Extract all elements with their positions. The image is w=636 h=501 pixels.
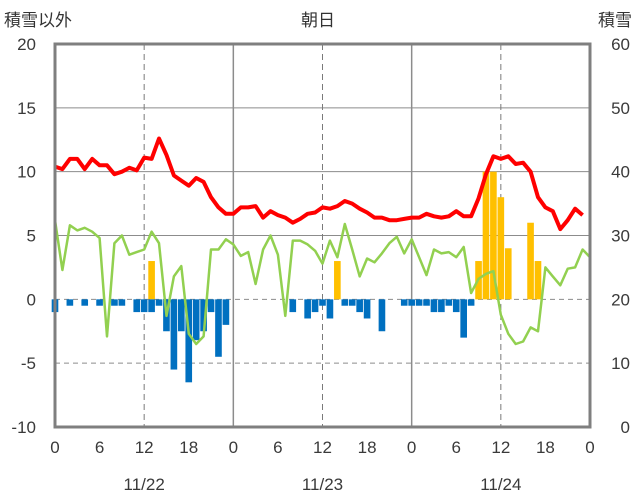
negative-value-bar	[118, 299, 126, 306]
right-axis-title: 積雪	[598, 11, 632, 31]
negative-value-bar	[467, 299, 475, 306]
red-series-line	[54, 136, 584, 232]
left-axis-tick-label: 0	[27, 290, 36, 309]
negative-value-bar	[363, 299, 371, 319]
negative-value-bar	[304, 299, 311, 319]
snow-depth-bar	[334, 261, 341, 300]
x-axis-tick-label: 18	[358, 438, 377, 457]
negative-value-bar	[192, 299, 200, 341]
left-axis-tick-label: 10	[17, 163, 36, 182]
right-axis-tick-label: 60	[611, 35, 630, 54]
left-axis-ticks: 20 15 10 5 0 -5 -10	[11, 35, 36, 437]
negative-value-bar	[140, 299, 148, 313]
right-axis-tick-label: 0	[621, 418, 630, 437]
negative-value-bar	[289, 299, 297, 313]
snow-depth-bar	[482, 171, 490, 300]
negative-value-bar	[133, 299, 141, 313]
x-axis-tick-label: 18	[536, 438, 555, 457]
negative-value-bar	[423, 299, 430, 306]
x-axis-tick-label: 0	[229, 438, 238, 457]
snow-depth-bar	[490, 171, 497, 300]
left-axis-tick-label: 20	[17, 35, 36, 54]
x-axis-tick-label: 12	[491, 438, 510, 457]
x-axis-tick-label: 6	[95, 438, 104, 457]
snow-depth-bar	[148, 261, 155, 300]
negative-value-bar	[155, 299, 163, 306]
x-axis-tick-label: 0	[407, 438, 416, 457]
negative-value-bar	[400, 299, 408, 306]
x-axis-tick-label: 0	[50, 438, 59, 457]
right-axis-tick-label: 20	[611, 290, 630, 309]
day-labels: 11/22 11/23 11/24	[124, 475, 522, 494]
left-axis-tick-label: 5	[27, 227, 36, 246]
grid-lines	[55, 44, 590, 427]
negative-value-bar	[81, 299, 89, 306]
plot-frame	[53, 42, 592, 429]
negative-value-bar	[200, 299, 207, 332]
x-axis-tick-label: 6	[273, 438, 282, 457]
negative-value-bar	[185, 299, 193, 383]
negative-value-bar	[311, 299, 319, 313]
chart-title: 朝日	[301, 11, 335, 31]
negative-value-bar	[378, 299, 386, 332]
x-axis-tick-label: 12	[313, 438, 332, 457]
negative-value-bar	[341, 299, 349, 306]
negative-value-bar	[415, 299, 423, 306]
green-series-line	[53, 220, 591, 346]
negative-value-bar	[430, 299, 438, 313]
x-axis-tick-label: 12	[135, 438, 154, 457]
right-axis-ticks: 60 50 40 30 20 10 0	[611, 35, 630, 437]
left-axis-tick-label: -5	[21, 354, 36, 373]
negative-value-bar	[326, 299, 334, 319]
negative-value-bar	[348, 299, 356, 306]
negative-value-bar	[222, 299, 230, 325]
right-axis-tick-label: 10	[611, 354, 630, 373]
right-axis-tick-label: 50	[611, 99, 630, 118]
x-axis-ticks: 0 6 12 18 0 6 12 18 0 6 12 18 0	[50, 438, 594, 457]
snow-depth-bar	[534, 261, 542, 300]
negative-value-bar	[178, 299, 185, 332]
day-label: 11/23	[302, 475, 343, 494]
negative-value-bar	[207, 299, 215, 313]
negative-value-bar	[96, 299, 103, 306]
negative-value-bar	[170, 299, 178, 370]
day-label: 11/24	[480, 475, 521, 494]
negative-value-bar	[215, 299, 222, 357]
negative-value-bar	[111, 299, 118, 306]
negative-value-bar	[445, 299, 453, 306]
x-axis-tick-label: 0	[585, 438, 594, 457]
right-axis-tick-label: 40	[611, 163, 630, 182]
negative-value-bar	[452, 299, 460, 313]
right-axis-tick-label: 30	[611, 227, 630, 246]
negative-value-bar	[148, 299, 155, 313]
left-axis-tick-label: -10	[11, 418, 36, 437]
x-axis-tick-label: 6	[452, 438, 461, 457]
negative-value-bar	[438, 299, 445, 313]
negative-value-bar	[319, 299, 326, 306]
negative-value-bar	[408, 299, 415, 306]
snow-depth-bar	[527, 222, 534, 300]
left-axis-title: 積雪以外	[4, 11, 72, 31]
snow-depth-bar	[504, 248, 512, 300]
negative-value-bar	[460, 299, 467, 338]
x-axis-tick-label: 18	[179, 438, 198, 457]
day-label: 11/22	[124, 475, 165, 494]
snow-depth-bar	[497, 197, 505, 300]
negative-value-bar	[356, 299, 363, 313]
left-axis-tick-label: 15	[17, 99, 36, 118]
negative-value-bar	[66, 299, 74, 306]
